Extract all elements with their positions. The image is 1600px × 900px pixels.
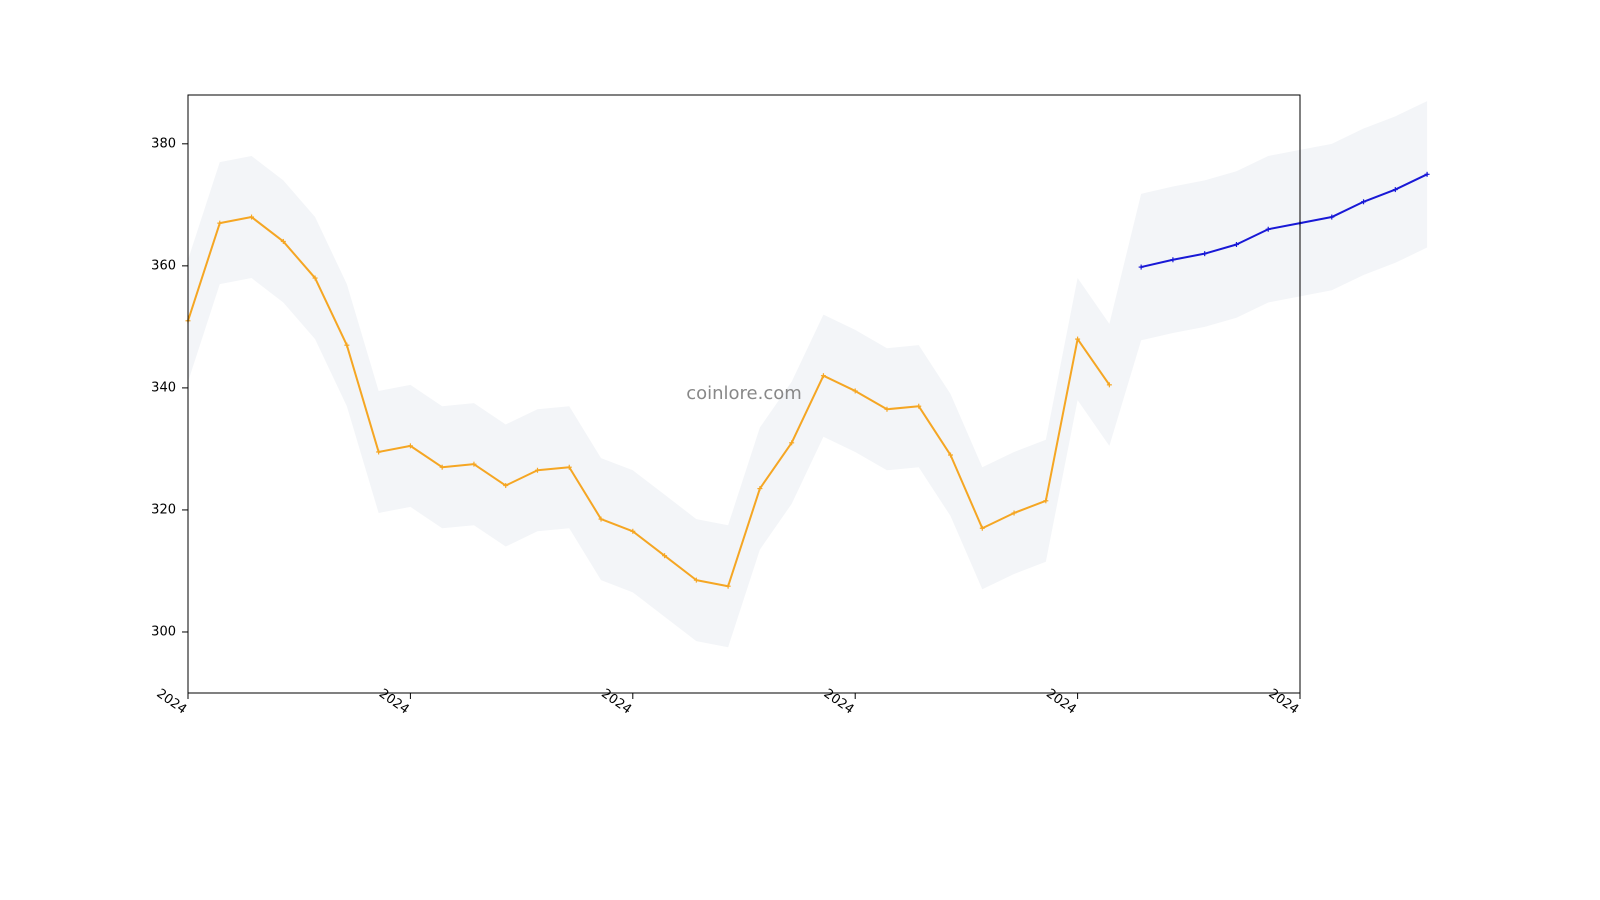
x-tick-label: 2024 — [376, 686, 412, 717]
y-tick-label: 340 — [151, 380, 176, 395]
y-tick-label: 320 — [151, 502, 176, 517]
x-tick-label: 2024 — [154, 686, 190, 717]
x-tick-label: 2024 — [1266, 686, 1302, 717]
y-tick-label: 360 — [151, 258, 176, 273]
y-tick-label: 300 — [151, 624, 176, 639]
x-tick-label: 2024 — [1043, 686, 1079, 717]
x-tick-label: 2024 — [821, 686, 857, 717]
x-tick-label: 2024 — [598, 686, 634, 717]
price-chart: coinlore.com 300 320 340 360 380 2024 2024 2024 2… — [0, 0, 1600, 900]
chart-container: coinlore.com 300 320 340 360 380 2024 2024 2024 2… — [0, 0, 1600, 900]
watermark-text: coinlore.com — [686, 383, 802, 404]
confidence-band — [188, 101, 1427, 647]
y-tick-label: 380 — [151, 136, 176, 151]
